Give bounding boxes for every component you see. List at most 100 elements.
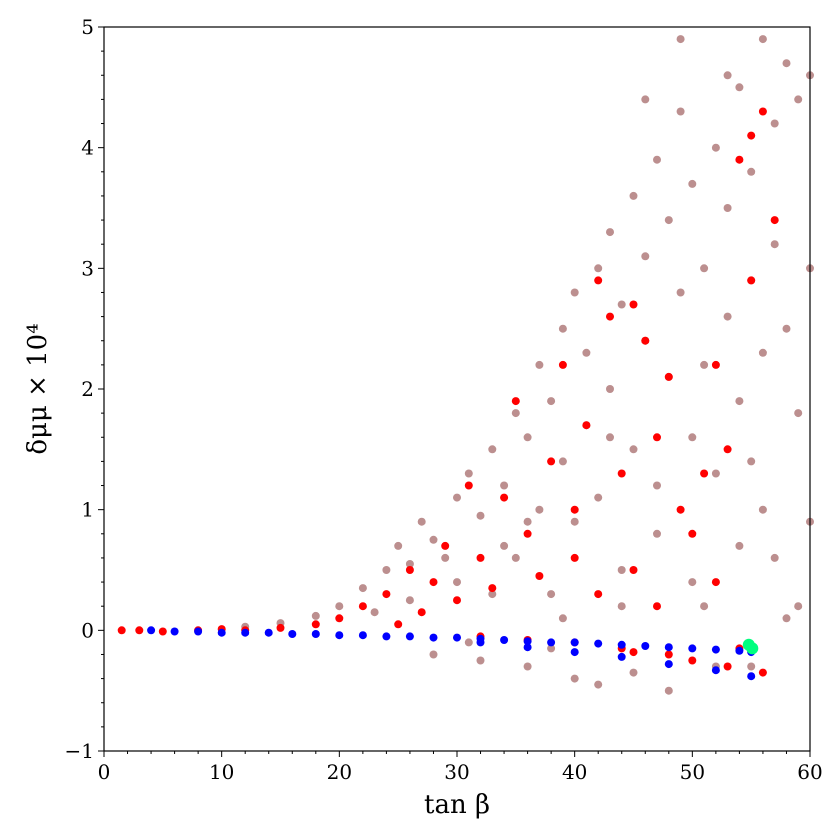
data-point (582, 348, 591, 357)
data-point (606, 385, 614, 393)
data-point (747, 167, 756, 176)
data-point (676, 505, 685, 514)
data-point (747, 672, 756, 681)
data-point (606, 312, 614, 321)
data-point (335, 602, 344, 611)
y-tick-label: 1 (81, 498, 94, 522)
data-point (558, 324, 567, 333)
data-point (570, 648, 579, 657)
y-tick-label: 2 (81, 377, 94, 401)
data-point (288, 630, 297, 638)
data-point (194, 627, 203, 636)
data-point (570, 505, 579, 514)
data-point (511, 409, 520, 418)
series-2 (147, 626, 756, 681)
y-tick-label: −1 (65, 739, 94, 763)
data-point (653, 602, 661, 611)
data-point (117, 626, 126, 635)
data-point (735, 83, 744, 92)
data-point (711, 666, 720, 675)
data-point (500, 481, 509, 490)
data-point (747, 662, 756, 671)
y-tick-label: 4 (81, 136, 94, 160)
data-point (617, 652, 626, 661)
data-point (664, 686, 673, 695)
data-point (758, 35, 767, 44)
x-tick-label: 30 (444, 760, 469, 784)
data-point (335, 631, 344, 640)
data-point (453, 578, 461, 587)
data-point (617, 566, 626, 574)
data-point (417, 608, 426, 617)
data-point (558, 457, 567, 466)
data-point (511, 553, 520, 562)
x-tick-label: 10 (209, 760, 234, 784)
y-tick-label: 5 (81, 15, 94, 39)
data-point (523, 662, 532, 671)
data-point (547, 590, 556, 599)
data-point (429, 535, 438, 544)
data-point (535, 505, 544, 514)
data-point (500, 541, 509, 550)
data-point (594, 680, 603, 689)
data-point (594, 276, 603, 285)
data-point (394, 620, 403, 629)
data-point (405, 560, 414, 568)
data-point (747, 131, 756, 140)
data-point (711, 578, 720, 587)
data-point (241, 628, 250, 637)
data-point (405, 566, 414, 574)
data-point (429, 578, 438, 587)
data-point (782, 59, 791, 68)
data-point (453, 493, 461, 502)
data-point (523, 517, 532, 526)
data-point (476, 553, 485, 562)
data-point (464, 638, 473, 647)
x-axis-label: tan β (424, 790, 490, 820)
data-point (758, 348, 767, 357)
data-point (311, 630, 320, 638)
data-point (358, 584, 367, 593)
data-point (370, 608, 379, 617)
data-point (676, 288, 685, 297)
data-point (170, 627, 179, 636)
data-point (629, 191, 638, 200)
data-point (523, 637, 532, 646)
data-point (688, 578, 697, 587)
data-point (617, 300, 626, 309)
data-points (117, 35, 814, 695)
data-point (500, 493, 509, 502)
data-point (523, 643, 532, 652)
data-point (429, 633, 438, 642)
data-point (453, 596, 461, 605)
data-point (688, 179, 697, 188)
data-point (594, 493, 603, 502)
data-point (735, 397, 744, 406)
data-point (535, 572, 544, 580)
data-point (358, 631, 367, 640)
data-point (594, 590, 603, 599)
data-point (711, 143, 720, 152)
data-point (794, 409, 803, 418)
data-point (653, 529, 661, 538)
series-1 (117, 107, 779, 677)
data-point (711, 469, 720, 478)
data-point (311, 611, 320, 620)
data-point (311, 620, 320, 629)
data-point (147, 626, 156, 635)
data-point (688, 433, 697, 442)
data-point (441, 541, 450, 550)
data-point (547, 638, 556, 647)
data-point (570, 674, 579, 683)
data-point (405, 632, 414, 641)
data-point (700, 264, 709, 273)
data-point (676, 35, 685, 44)
data-point (594, 264, 603, 273)
data-point (500, 636, 509, 644)
data-point (629, 445, 638, 454)
data-point (770, 240, 779, 249)
plot-frame (103, 26, 811, 752)
y-axis-label: δμμ × 10⁴ (23, 323, 53, 454)
data-point (464, 469, 473, 478)
